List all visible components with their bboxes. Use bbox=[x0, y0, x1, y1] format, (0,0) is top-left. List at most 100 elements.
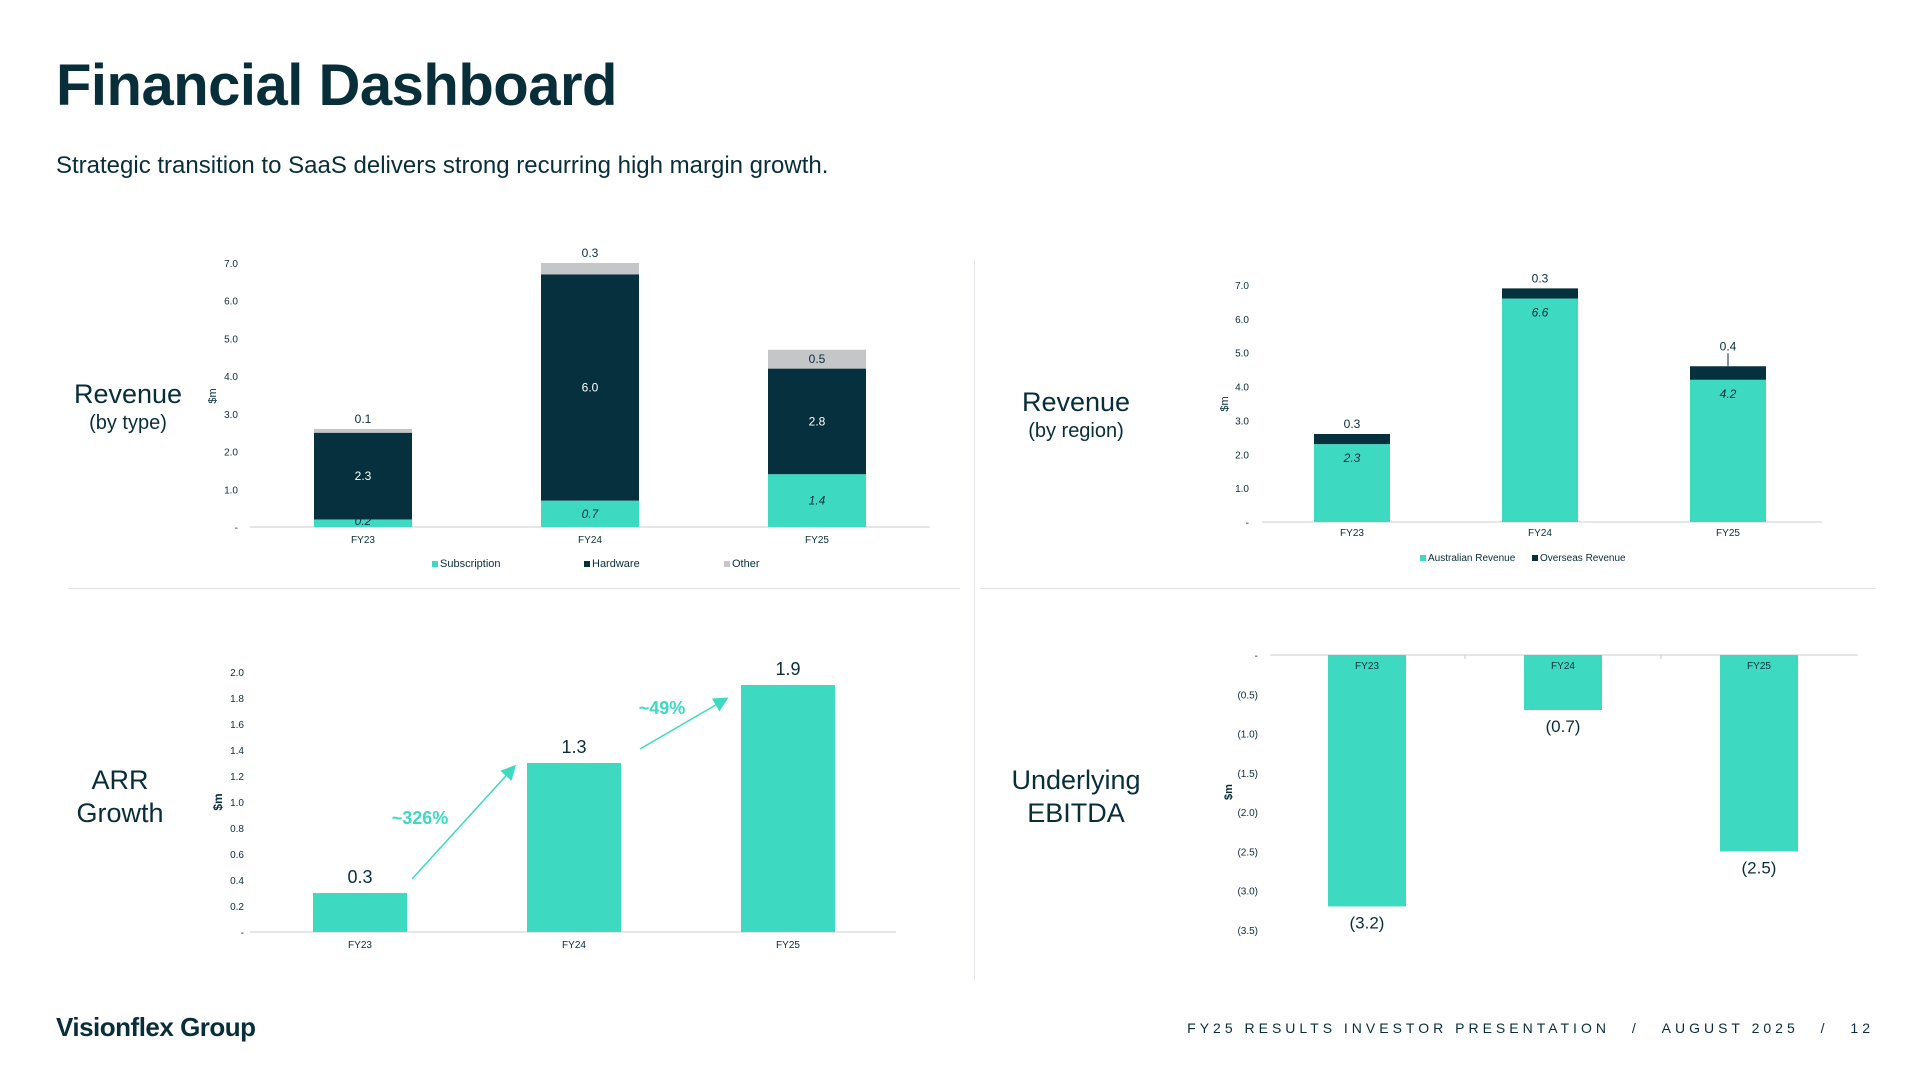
footer-presentation: FY25 RESULTS INVESTOR PRESENTATION bbox=[1187, 1020, 1610, 1036]
y-tick-label: 3.0 bbox=[1235, 416, 1249, 427]
legend-swatch bbox=[1420, 555, 1426, 561]
bar-segment bbox=[314, 432, 412, 520]
y-tick-label: 0.4 bbox=[230, 876, 244, 887]
bar-segment bbox=[541, 500, 639, 527]
y-tick-label: 6.0 bbox=[1235, 315, 1249, 326]
data-label: 0.3 bbox=[582, 246, 599, 260]
bar-segment bbox=[768, 474, 866, 527]
legend-label: Subscription bbox=[440, 558, 501, 570]
bar-segment bbox=[1502, 298, 1578, 522]
bar-segment bbox=[1314, 433, 1390, 445]
data-label: 1.4 bbox=[809, 494, 826, 508]
y-tick-label: 0.8 bbox=[230, 824, 244, 835]
data-label: 0.3 bbox=[1532, 271, 1549, 285]
y-tick-label: 4.0 bbox=[224, 372, 238, 383]
y-tick-label: 1.4 bbox=[230, 746, 244, 757]
bar-segment bbox=[1690, 379, 1766, 522]
legend-label: Overseas Revenue bbox=[1540, 553, 1626, 564]
x-tick-label: FY24 bbox=[1551, 661, 1575, 672]
footer-page-number: 12 bbox=[1850, 1020, 1874, 1036]
data-label: 2.3 bbox=[1343, 451, 1361, 465]
footer-date: AUGUST 2025 bbox=[1661, 1020, 1799, 1036]
y-tick-label: (3.0) bbox=[1237, 887, 1258, 898]
y-tick-label: 5.0 bbox=[224, 334, 238, 345]
data-label: 6.0 bbox=[582, 380, 599, 394]
y-tick-label: 2.0 bbox=[224, 448, 238, 459]
bar-segment bbox=[1502, 288, 1578, 299]
y-tick-label: 2.0 bbox=[1235, 450, 1249, 461]
legend-swatch bbox=[584, 561, 590, 567]
y-tick-label: 7.0 bbox=[1235, 281, 1249, 292]
legend-label: Australian Revenue bbox=[1428, 553, 1516, 564]
y-tick-label: (2.0) bbox=[1237, 808, 1258, 819]
data-label: 0.1 bbox=[355, 412, 372, 426]
y-tick-label: 0.6 bbox=[230, 850, 244, 861]
y-tick-label: - bbox=[241, 928, 244, 939]
revenue-type-label: Revenue (by type) bbox=[60, 378, 196, 435]
data-label: 0.3 bbox=[347, 867, 372, 887]
ebitda-label-line1: Underlying bbox=[1011, 765, 1141, 795]
legend-label: Other bbox=[732, 558, 760, 570]
horizontal-divider-right bbox=[980, 588, 1876, 589]
bar-segment bbox=[1690, 366, 1766, 380]
arr-growth-label: ARR Growth bbox=[60, 764, 180, 830]
x-tick-label: FY24 bbox=[578, 535, 602, 546]
legend-swatch bbox=[1532, 555, 1538, 561]
data-label: 4.2 bbox=[1720, 387, 1737, 401]
data-label: 0.5 bbox=[809, 352, 826, 366]
page-subtitle: Strategic transition to SaaS delivers st… bbox=[56, 152, 829, 179]
data-label: 0.4 bbox=[1720, 339, 1737, 353]
bar-segment bbox=[768, 368, 866, 475]
data-label: 6.6 bbox=[1532, 306, 1549, 320]
y-tick-label: 0.2 bbox=[230, 902, 244, 913]
y-tick-label: 1.0 bbox=[1235, 484, 1249, 495]
y-tick-label: 1.8 bbox=[230, 694, 244, 705]
y-tick-label: (1.5) bbox=[1237, 769, 1258, 780]
bar-segment bbox=[768, 349, 866, 369]
data-label: 1.3 bbox=[561, 737, 586, 757]
x-tick-label: FY25 bbox=[805, 535, 829, 546]
data-label: 0.3 bbox=[1344, 417, 1361, 431]
legend-label: Hardware bbox=[592, 558, 640, 570]
company-logo: Visionflex Group bbox=[56, 1012, 256, 1042]
bar-segment bbox=[541, 274, 639, 501]
y-tick-label: 1.2 bbox=[230, 772, 244, 783]
legend-swatch bbox=[432, 561, 438, 567]
x-tick-label: FY23 bbox=[351, 535, 375, 546]
y-axis-label: $m bbox=[1219, 396, 1231, 411]
y-axis-label: $m bbox=[1223, 784, 1235, 800]
data-label: 2.8 bbox=[809, 414, 826, 428]
arr-label-line2: Growth bbox=[76, 798, 164, 828]
page-title: Financial Dashboard bbox=[56, 53, 617, 118]
horizontal-divider-left bbox=[68, 588, 960, 589]
y-tick-label: 4.0 bbox=[1235, 383, 1249, 394]
growth-annotation: ~326% bbox=[392, 808, 449, 828]
footer-info: FY25 RESULTS INVESTOR PRESENTATION / AUG… bbox=[1187, 1020, 1874, 1036]
data-label: (0.7) bbox=[1546, 717, 1581, 736]
revenue-region-title: Revenue bbox=[1021, 387, 1131, 417]
y-tick-label: (0.5) bbox=[1237, 690, 1258, 701]
y-tick-label: (3.5) bbox=[1237, 926, 1258, 937]
x-tick-label: FY24 bbox=[1528, 528, 1552, 539]
y-tick-label: 5.0 bbox=[1235, 349, 1249, 360]
y-tick-label: 1.0 bbox=[224, 485, 238, 496]
ebitda-label: Underlying EBITDA bbox=[996, 764, 1156, 830]
footer-separator: / bbox=[1820, 1020, 1829, 1036]
vertical-divider bbox=[974, 260, 975, 980]
data-label: (3.2) bbox=[1350, 913, 1385, 932]
y-axis-label: $m bbox=[207, 388, 219, 403]
growth-arrow bbox=[411, 764, 517, 880]
x-tick-label: FY23 bbox=[348, 940, 372, 951]
data-label: 1.9 bbox=[775, 659, 800, 679]
ebitda-label-line2: EBITDA bbox=[1027, 798, 1125, 828]
x-tick-label: FY25 bbox=[1747, 661, 1771, 672]
x-tick-label: FY25 bbox=[1716, 528, 1740, 539]
y-tick-label: 3.0 bbox=[224, 410, 238, 421]
revenue-type-subtitle: (by type) bbox=[89, 412, 167, 434]
y-tick-label: - bbox=[235, 523, 238, 534]
y-tick-label: 7.0 bbox=[224, 259, 238, 270]
bar-segment bbox=[314, 428, 412, 433]
